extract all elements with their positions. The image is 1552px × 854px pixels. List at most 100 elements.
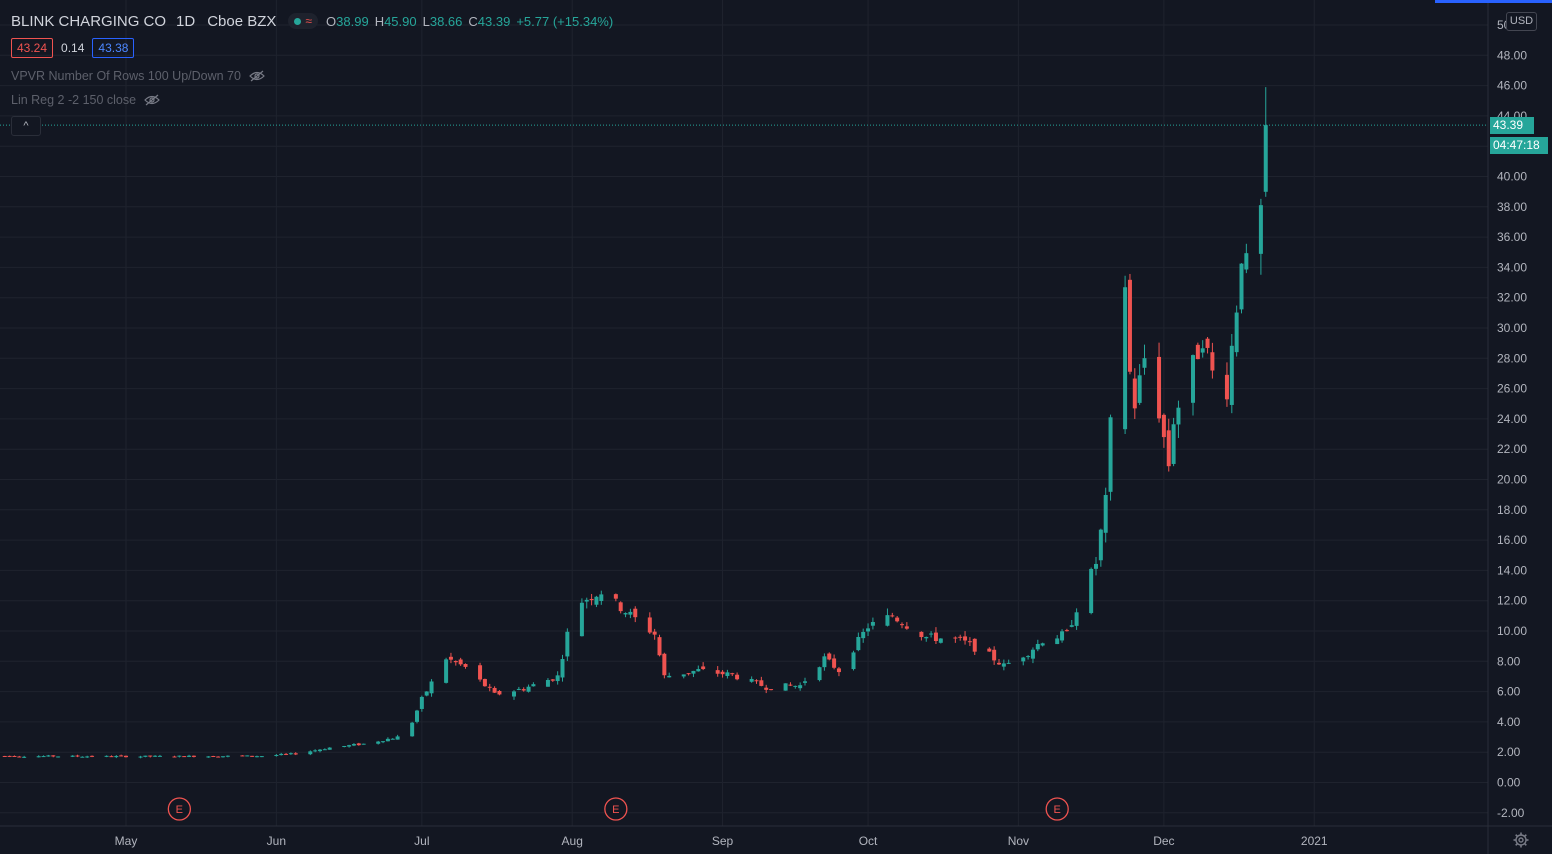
change-value: +5.77 (+15.34%) bbox=[516, 13, 614, 29]
candle-body bbox=[453, 661, 458, 663]
candle-body bbox=[696, 669, 701, 672]
bid-ask-row: 43.24 0.14 43.38 bbox=[11, 38, 135, 58]
high-value: 45.90 bbox=[384, 13, 417, 29]
candle-body bbox=[487, 686, 492, 688]
top-accent-bar bbox=[1435, 0, 1552, 3]
candle-body bbox=[851, 652, 856, 670]
indicator-vpvr[interactable]: VPVR Number Of Rows 100 Up/Down 70 bbox=[11, 69, 265, 83]
candle-body bbox=[938, 638, 943, 643]
candle-body bbox=[749, 678, 754, 682]
candle-body bbox=[1074, 612, 1079, 626]
candle-body bbox=[1142, 358, 1147, 368]
candle-body bbox=[992, 649, 997, 661]
candle-body bbox=[613, 594, 618, 599]
y-tick-label: 32.00 bbox=[1497, 291, 1527, 305]
market-status[interactable]: ≈ bbox=[288, 13, 319, 29]
candle-body bbox=[953, 637, 958, 639]
candle-body bbox=[633, 608, 638, 618]
candle-body bbox=[997, 662, 1001, 665]
candle-body bbox=[318, 749, 322, 752]
low-value: 38.66 bbox=[429, 13, 463, 29]
candle-body bbox=[599, 594, 604, 601]
y-tick-label: 48.00 bbox=[1497, 48, 1527, 62]
candle-body bbox=[526, 686, 531, 692]
gear-icon[interactable] bbox=[1513, 832, 1529, 848]
y-tick-label: 34.00 bbox=[1497, 260, 1527, 274]
candle-body bbox=[861, 631, 866, 639]
candle-body bbox=[206, 756, 211, 758]
candle-body bbox=[410, 722, 415, 737]
candle-body bbox=[1006, 662, 1011, 664]
candle-body bbox=[463, 663, 468, 667]
candle-body bbox=[793, 685, 798, 687]
candle-body bbox=[584, 599, 589, 602]
y-tick-label: -2.00 bbox=[1497, 806, 1525, 820]
bid-price-button[interactable]: 43.24 bbox=[11, 38, 54, 58]
low-label: L bbox=[422, 13, 430, 29]
candle-body bbox=[492, 687, 497, 693]
candle-body bbox=[550, 679, 555, 681]
eye-hidden-icon[interactable] bbox=[144, 94, 160, 106]
open-value: 38.99 bbox=[336, 13, 369, 29]
candle-body bbox=[560, 659, 565, 678]
candle-body bbox=[351, 744, 356, 746]
candle-body bbox=[356, 743, 361, 746]
candle-body bbox=[764, 687, 769, 690]
candle-body bbox=[259, 756, 264, 758]
candle-body bbox=[788, 684, 793, 686]
candle-body bbox=[448, 656, 453, 660]
candle-body bbox=[124, 755, 128, 758]
candle-body bbox=[933, 632, 938, 641]
currency-label[interactable]: USD bbox=[1506, 12, 1537, 31]
candle-body bbox=[900, 624, 904, 626]
candle-body bbox=[191, 755, 196, 757]
x-tick-label: Oct bbox=[859, 834, 878, 848]
candle-body bbox=[119, 755, 124, 757]
candle-body bbox=[177, 755, 182, 757]
candle-body bbox=[594, 596, 599, 605]
candle-body bbox=[1166, 430, 1171, 467]
candle-body bbox=[313, 750, 318, 752]
candle-body bbox=[803, 681, 807, 683]
candle-body bbox=[424, 691, 429, 696]
candle-body bbox=[1205, 338, 1210, 348]
symbol-name[interactable]: BLINK CHARGING CO bbox=[11, 12, 167, 30]
candle-body bbox=[1234, 312, 1239, 353]
indicator-linreg[interactable]: Lin Reg 2 -2 150 close bbox=[11, 93, 160, 107]
y-tick-label: 0.00 bbox=[1497, 776, 1521, 790]
candle-body bbox=[7, 755, 12, 757]
candle-body bbox=[497, 690, 502, 695]
candle-body bbox=[972, 638, 977, 652]
candle-body bbox=[769, 689, 774, 691]
candle-body bbox=[376, 741, 381, 744]
candle-body bbox=[531, 684, 536, 687]
indicator-linreg-label: Lin Reg 2 -2 150 close bbox=[11, 93, 137, 107]
x-tick-label: May bbox=[115, 834, 138, 848]
spread-value: 0.14 bbox=[61, 41, 85, 55]
x-tick-label: Jun bbox=[267, 834, 286, 848]
candle-body bbox=[1229, 345, 1234, 405]
candle-body bbox=[143, 755, 148, 757]
candle-body bbox=[41, 756, 46, 758]
candle-body bbox=[817, 667, 822, 681]
ask-price-button[interactable]: 43.38 bbox=[92, 38, 135, 58]
candle-body bbox=[1200, 348, 1205, 353]
candle-body bbox=[1069, 625, 1074, 627]
symbol-header: BLINK CHARGING CO 1D Cboe BZX ≈ O38.99 H… bbox=[11, 11, 613, 31]
eye-hidden-icon[interactable] bbox=[249, 70, 265, 82]
y-tick-label: 28.00 bbox=[1497, 351, 1527, 365]
candle-body bbox=[1195, 344, 1200, 360]
y-tick-label: 30.00 bbox=[1497, 321, 1527, 335]
candle-body bbox=[924, 636, 929, 639]
candle-body bbox=[2, 755, 7, 757]
candle-body bbox=[347, 745, 352, 747]
collapse-legend-button[interactable]: ^ bbox=[11, 116, 41, 136]
candle-body bbox=[56, 756, 61, 758]
candle-body bbox=[987, 648, 992, 652]
candle-body bbox=[1239, 263, 1244, 310]
y-tick-label: 26.00 bbox=[1497, 382, 1527, 396]
ohlc-values: O38.99 H45.90 L38.66 C43.39 +5.77 (+15.3… bbox=[326, 14, 613, 29]
y-tick-label: 10.00 bbox=[1497, 624, 1527, 638]
interval-label[interactable]: 1D bbox=[176, 12, 196, 30]
